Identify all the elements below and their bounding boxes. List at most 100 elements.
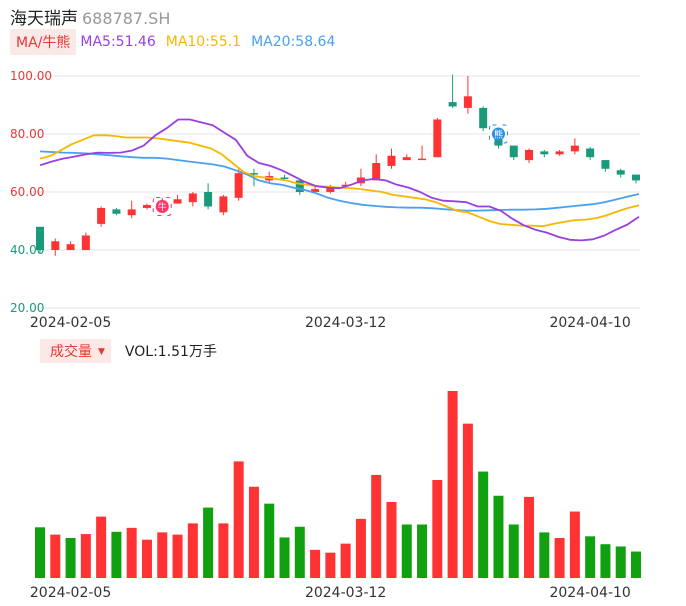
candle-up: [555, 149, 564, 156]
price-x-axis: 2024-02-05 2024-03-12 2024-04-10: [30, 315, 631, 331]
candle-body: [479, 107, 488, 129]
ma-toggle-button[interactable]: MA/牛熊: [10, 29, 77, 55]
volume-bar: [569, 511, 580, 578]
candle-down: [295, 180, 304, 195]
stock-code: 688787.SH: [82, 9, 171, 28]
candle-down: [204, 183, 213, 210]
candle-body: [188, 193, 197, 203]
volume-bar: [340, 543, 351, 578]
volume-indicator-bar: 成交量 ▼ VOL:1.51万手: [40, 339, 217, 363]
volume-x-axis: 2024-02-05 2024-03-12 2024-04-10: [30, 585, 631, 601]
candle-up: [234, 168, 243, 201]
candle-down: [586, 147, 595, 161]
ma20-line: [39, 150, 640, 212]
volume-bar: [524, 496, 535, 578]
volume-bar: [325, 552, 336, 578]
candle-body: [204, 192, 213, 207]
bull-marker: 牛: [152, 197, 172, 216]
bear-marker: 熊: [488, 124, 508, 144]
candle-body: [463, 96, 472, 108]
candle-body: [570, 145, 579, 152]
candle-up: [142, 203, 151, 210]
bear-marker-frame: [488, 124, 508, 144]
volume-bar: [126, 527, 137, 578]
ma5-line: [39, 118, 640, 242]
x-tick-label: 2024-04-10: [549, 585, 630, 601]
y-tick-label: 20.00: [10, 301, 44, 315]
candle-up: [311, 186, 320, 192]
signal-markers: 牛熊: [152, 124, 508, 216]
candle-body: [280, 177, 289, 179]
volume-bar: [187, 523, 198, 578]
candlestick-series: [36, 74, 640, 256]
candle-down: [36, 226, 44, 253]
candle-up: [81, 232, 90, 250]
y-tick-label: 40.00: [10, 243, 44, 257]
candle-body: [540, 151, 549, 155]
candle-down: [616, 168, 625, 178]
volume-bar: [157, 532, 168, 578]
x-tick-label: 2024-03-12: [305, 315, 386, 331]
candle-up: [433, 118, 442, 158]
candle-up: [525, 148, 534, 163]
volume-bar: [615, 546, 626, 578]
caret-down-icon: ▼: [98, 347, 105, 357]
candle-body: [555, 151, 564, 155]
candle-body: [219, 196, 228, 213]
candle-body: [616, 170, 625, 175]
candle-body: [402, 157, 411, 161]
y-tick-label: 80.00: [10, 127, 44, 141]
candle-body: [387, 155, 396, 166]
volume-bar: [631, 551, 641, 578]
volume-bar: [493, 495, 504, 578]
volume-bar-series: [35, 391, 641, 578]
y-tick-label: 100.00: [10, 69, 52, 83]
candle-up: [570, 138, 579, 155]
candle-body: [586, 148, 595, 158]
candle-body: [326, 187, 335, 192]
volume-bar: [310, 549, 321, 578]
candle-body: [601, 160, 610, 169]
volume-bar: [80, 534, 91, 578]
candle-body: [36, 226, 44, 250]
x-tick-label: 2024-02-05: [30, 315, 111, 331]
stock-name: 海天瑞声: [10, 9, 78, 29]
volume-bar: [355, 518, 366, 578]
volume-bar: [585, 536, 596, 578]
ma20-path: [39, 150, 640, 212]
candle-body: [97, 207, 106, 224]
candle-body: [249, 173, 258, 175]
candle-down: [601, 160, 610, 172]
volume-bar: [432, 479, 443, 578]
candle-up: [66, 241, 75, 250]
candle-up: [51, 238, 60, 256]
ma-indicator-bar: MA/牛熊 MA5:51.46 MA10:55.1 MA20:58.64: [10, 29, 345, 55]
volume-toggle-label: 成交量: [50, 344, 92, 360]
volume-bar: [35, 527, 45, 578]
candle-up: [219, 194, 228, 216]
ma5-path: [39, 118, 640, 242]
candle-body: [66, 244, 75, 250]
x-tick-label: 2024-02-05: [30, 585, 111, 601]
ma20-value: MA20:58.64: [251, 34, 336, 50]
candle-body: [525, 149, 534, 161]
volume-bar: [233, 461, 244, 578]
volume-bar: [401, 524, 412, 578]
price-y-axis: 100.00 80.00 60.00 40.00 20.00: [10, 69, 52, 315]
candle-body: [81, 235, 90, 250]
y-tick-label: 60.00: [10, 185, 44, 199]
candle-body: [112, 209, 121, 214]
ma10-value: MA10:55.1: [165, 34, 242, 50]
volume-value: VOL:1.51万手: [124, 344, 217, 360]
volume-bar: [600, 544, 611, 578]
candle-up: [127, 200, 136, 219]
volume-bar: [248, 486, 259, 578]
candle-down: [509, 145, 518, 161]
volume-toggle-button[interactable]: 成交量 ▼: [40, 339, 111, 363]
candle-body: [51, 241, 60, 250]
volume-bar: [478, 471, 489, 578]
volume-bar: [203, 507, 214, 578]
stock-title: 海天瑞声 688787.SH: [10, 4, 170, 29]
candle-down: [448, 74, 457, 108]
